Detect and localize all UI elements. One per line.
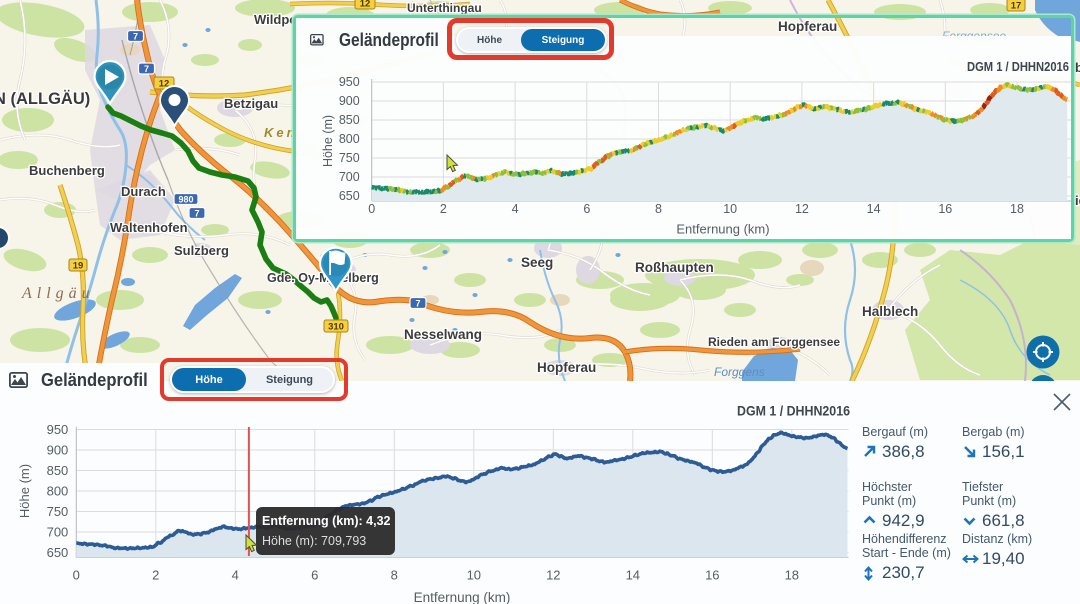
svg-text:0: 0 [73, 568, 80, 583]
svg-text:850: 850 [47, 463, 69, 478]
svg-text:be: be [1075, 60, 1080, 75]
svg-text:950: 950 [47, 422, 69, 437]
svg-text:750: 750 [339, 151, 360, 165]
svg-text:Nesselwang: Nesselwang [404, 327, 482, 342]
svg-text:DGM 1 / DHHN2016: DGM 1 / DHHN2016 [737, 404, 850, 419]
svg-text:12: 12 [159, 79, 170, 90]
svg-text:4: 4 [512, 202, 519, 216]
svg-text:Sulzberg: Sulzberg [174, 243, 229, 258]
svg-text:7: 7 [133, 31, 138, 41]
svg-text:Halblech: Halblech [862, 304, 918, 319]
svg-text:310: 310 [328, 322, 344, 333]
svg-text:800: 800 [339, 132, 360, 146]
svg-text:Höhe (m): Höhe (m) [321, 115, 335, 167]
svg-text:Roßhaupten: Roßhaupten [635, 260, 714, 275]
svg-text:16: 16 [705, 568, 719, 583]
svg-text:7: 7 [144, 64, 149, 74]
svg-text:12: 12 [360, 0, 371, 10]
svg-text:Entfernung (km): Entfernung (km) [414, 590, 511, 604]
svg-text:980: 980 [178, 194, 193, 204]
svg-text:17: 17 [1011, 1, 1022, 12]
svg-text:14: 14 [867, 202, 881, 216]
svg-text:Seeg: Seeg [521, 255, 553, 270]
svg-text:8: 8 [391, 568, 398, 583]
svg-text:id: id [1075, 193, 1080, 208]
svg-text:Hopferau: Hopferau [537, 360, 596, 375]
svg-text:6: 6 [583, 202, 590, 216]
svg-text:900: 900 [339, 94, 360, 108]
svg-text:Hopferau: Hopferau [778, 19, 837, 34]
svg-text:750: 750 [47, 504, 69, 519]
svg-text:800: 800 [47, 484, 69, 499]
svg-text:Wildpo: Wildpo [254, 12, 297, 27]
svg-text:19: 19 [73, 261, 84, 272]
svg-text:Waltenhofen: Waltenhofen [110, 220, 188, 235]
svg-text:DGM 1 / DHHN2016: DGM 1 / DHHN2016 [967, 59, 1069, 74]
svg-text:7: 7 [194, 208, 199, 218]
svg-text:650: 650 [339, 189, 360, 203]
svg-text:900: 900 [47, 443, 69, 458]
svg-text:Gde. Oy-Mittelberg: Gde. Oy-Mittelberg [267, 271, 379, 285]
svg-text:Kem: Kem [264, 125, 301, 140]
svg-text:Buchenberg: Buchenberg [29, 163, 105, 178]
svg-text:2: 2 [440, 202, 447, 216]
svg-text:10: 10 [467, 568, 481, 583]
svg-text:4: 4 [232, 568, 239, 583]
svg-text:Durach: Durach [121, 184, 166, 199]
svg-text:Unterthingau: Unterthingau [407, 1, 482, 15]
svg-text:Höhe (m): Höhe (m) [17, 464, 32, 518]
svg-text:14: 14 [626, 568, 640, 583]
svg-text:700: 700 [47, 525, 69, 540]
svg-text:Betzigau: Betzigau [224, 96, 278, 111]
svg-text:650: 650 [47, 545, 69, 560]
svg-text:700: 700 [339, 170, 360, 184]
svg-text:Forggens: Forggens [714, 365, 765, 379]
svg-text:18: 18 [785, 568, 799, 583]
svg-text:0: 0 [368, 202, 375, 216]
svg-text:10: 10 [723, 202, 737, 216]
svg-text:Entfernung (km): Entfernung (km) [676, 222, 769, 237]
svg-text:850: 850 [339, 113, 360, 127]
svg-text:16: 16 [938, 202, 952, 216]
svg-text:8: 8 [655, 202, 662, 216]
svg-text:Allgäu: Allgäu [21, 285, 95, 302]
svg-text:Rieden am Forggensee: Rieden am Forggensee [708, 335, 840, 349]
svg-text:7: 7 [415, 298, 420, 308]
svg-text:12: 12 [546, 568, 560, 583]
svg-text:2: 2 [152, 568, 159, 583]
svg-text:N (ALLGÄU): N (ALLGÄU) [0, 90, 90, 108]
svg-text:12: 12 [795, 202, 809, 216]
svg-text:950: 950 [339, 75, 360, 89]
svg-text:18: 18 [1010, 202, 1024, 216]
svg-text:6: 6 [311, 568, 318, 583]
